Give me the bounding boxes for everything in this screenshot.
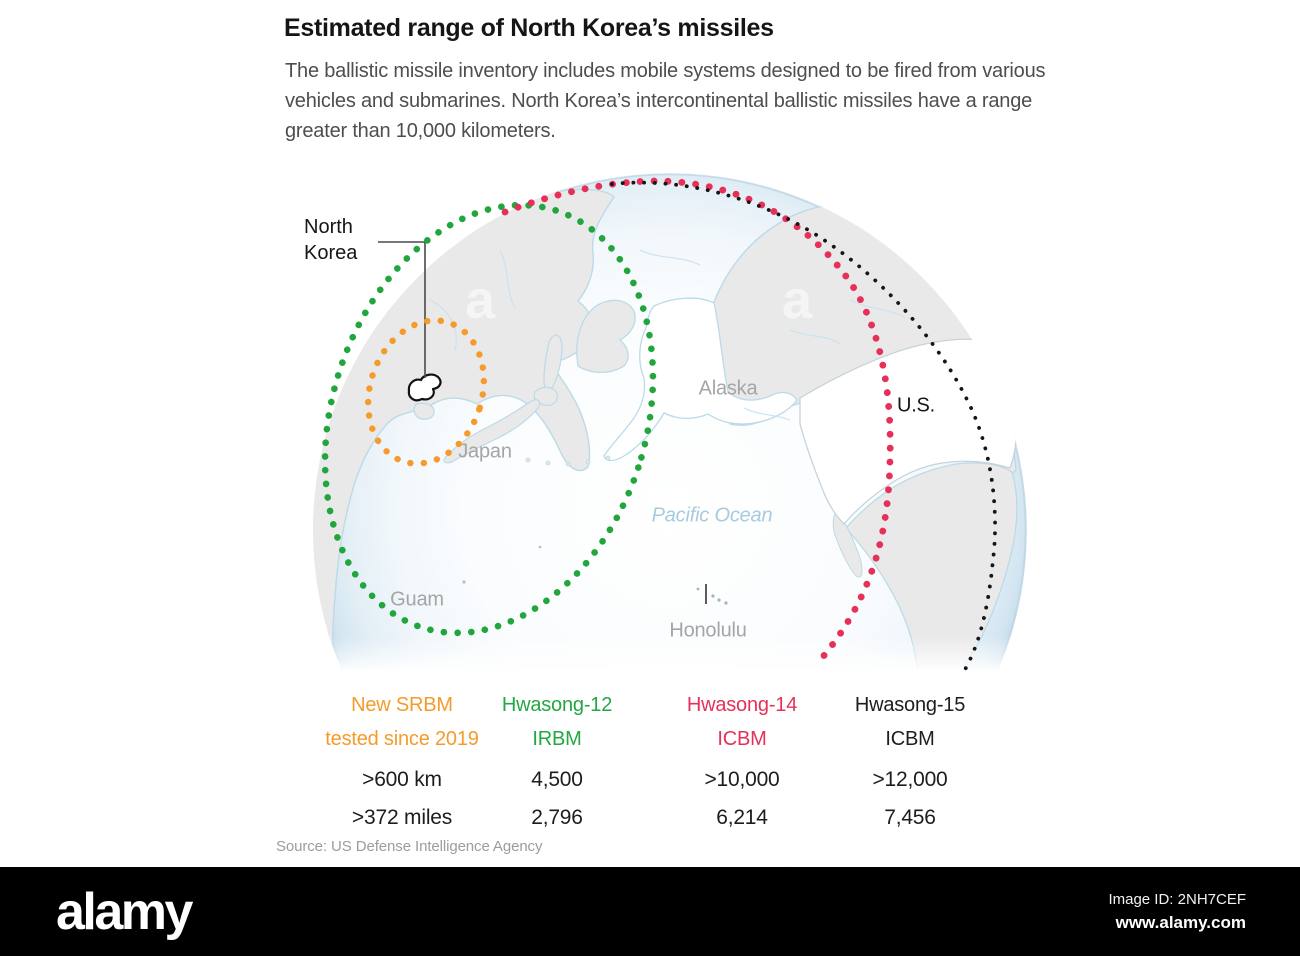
map-label-honolulu: Honolulu <box>669 619 747 642</box>
map-label-pacific-ocean: Pacific Ocean <box>651 504 773 527</box>
midway-island <box>538 545 542 549</box>
legend-name: Hwasong-15 ICBM <box>854 694 966 750</box>
map-label-alaska: Alaska <box>698 377 758 400</box>
legend-range-miles: 6,214 <box>716 806 768 829</box>
legend-name: Hwasong-12 IRBM <box>501 694 613 750</box>
source-credit: Source: US Defense Intelligence Agency <box>276 838 543 855</box>
alamy-logo: alamy <box>56 882 193 941</box>
legend-range-miles: 7,456 <box>884 806 936 829</box>
land-japan <box>443 399 541 464</box>
guam-island <box>462 580 466 584</box>
land-us <box>799 338 1018 525</box>
legend-column-srbm: New SRBM tested since 2019 >600 km >372 … <box>297 688 507 830</box>
watermark-letter: a <box>782 270 813 330</box>
image-id-text: Image ID: 2NH7CEF <box>1108 890 1246 908</box>
water-detail-lines <box>429 249 906 421</box>
north-korea-shape <box>407 373 442 402</box>
ring-hwasong14-red <box>501 177 894 662</box>
map-label-japan: Japan <box>458 440 512 463</box>
aleutian-islands <box>525 455 611 467</box>
hawaii-islands <box>696 584 728 605</box>
page-subtitle: The ballistic missile inventory includes… <box>285 60 1046 142</box>
legend-column-hwasong12: Hwasong-12 IRBM 4,500 2,796 <box>452 688 662 830</box>
legend-range-miles: >372 miles <box>351 806 453 829</box>
land-south-korea <box>413 402 435 420</box>
legend-range-km: >10,000 <box>704 768 780 791</box>
watermark-letter: a <box>465 270 496 330</box>
land-baja <box>832 511 863 578</box>
legend-name: Hwasong-14 ICBM <box>686 694 798 750</box>
legend-name: New SRBM tested since 2019 <box>325 694 479 750</box>
legend-range-km: >12,000 <box>872 768 948 791</box>
page-title: Estimated range of North Korea’s missile… <box>284 14 774 42</box>
map-label-guam: Guam <box>390 588 444 611</box>
land-sakhalin <box>543 334 563 394</box>
legend-range-km: 4,500 <box>531 768 583 791</box>
legend-range-miles: 2,796 <box>531 806 583 829</box>
watermark-bar: alamy Image ID: 2NH7CEF www.alamy.com <box>0 867 1300 956</box>
land-mexico <box>845 462 1018 677</box>
legend-column-hwasong15: Hwasong-15 ICBM >12,000 7,456 <box>805 688 1015 830</box>
land-alaska <box>603 297 798 462</box>
globe-bottom-fade <box>313 630 1027 674</box>
legend-column-hwasong14: Hwasong-14 ICBM >10,000 6,214 <box>637 688 847 830</box>
watermark-info: Image ID: 2NH7CEF www.alamy.com <box>1108 891 1246 933</box>
ring-srbm-orange <box>364 317 488 467</box>
map-label-us: U.S. <box>896 394 936 417</box>
legend-range-km: >600 km <box>362 768 442 791</box>
website-text: www.alamy.com <box>1115 912 1246 932</box>
land-chukotka <box>576 299 636 374</box>
ring-hwasong12-green <box>321 201 657 637</box>
map-label-north-korea: North Korea <box>304 216 358 264</box>
